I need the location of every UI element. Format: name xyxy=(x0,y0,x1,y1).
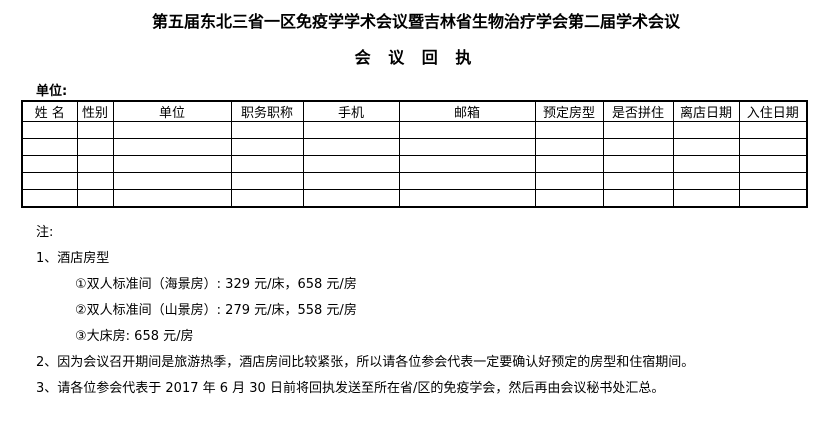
table-cell[interactable] xyxy=(302,189,400,208)
column-header-6: 邮箱 xyxy=(398,100,536,122)
table-cell[interactable] xyxy=(112,121,232,139)
table-cell[interactable] xyxy=(398,172,536,190)
table-cell[interactable] xyxy=(602,121,674,139)
table-row xyxy=(21,189,808,208)
table-cell[interactable] xyxy=(738,172,808,190)
column-header-7: 预定房型 xyxy=(534,100,604,122)
table-cell[interactable] xyxy=(21,121,78,139)
table-cell[interactable] xyxy=(602,189,674,208)
table-cell[interactable] xyxy=(672,121,740,139)
table-cell[interactable] xyxy=(76,155,114,173)
unit-label: 单位: xyxy=(36,84,68,99)
table-cell[interactable] xyxy=(534,121,604,139)
table-cell[interactable] xyxy=(112,155,232,173)
table-cell[interactable] xyxy=(230,189,304,208)
note-items: 1、酒店房型 ①双人标准间（海景房）: 329 元/床，658 元/房 ②双人标准间… xyxy=(36,246,826,402)
table-cell[interactable] xyxy=(230,121,304,139)
table-cell[interactable] xyxy=(534,172,604,190)
column-header-8: 是否拼住 xyxy=(602,100,674,122)
table-cell[interactable] xyxy=(112,189,232,208)
table-cell[interactable] xyxy=(21,172,78,190)
table-cell[interactable] xyxy=(398,155,536,173)
column-header-9: 离店日期 xyxy=(672,100,740,122)
table-cell[interactable] xyxy=(112,138,232,156)
table-cell[interactable] xyxy=(602,155,674,173)
column-header-4: 职务职称 xyxy=(230,100,304,122)
table-cell[interactable] xyxy=(672,189,740,208)
table-cell[interactable] xyxy=(21,155,78,173)
table-cell[interactable] xyxy=(398,189,536,208)
table-cell[interactable] xyxy=(302,155,400,173)
table-cell[interactable] xyxy=(398,121,536,139)
table-cell[interactable] xyxy=(738,138,808,156)
table-cell[interactable] xyxy=(602,138,674,156)
notes-label: 注: xyxy=(36,225,54,240)
reply-table: 姓 名性别 单位 职务职称 手机 邮箱 预定房型 是否拼住 离店日期 入住日期 xyxy=(21,100,808,208)
table-row xyxy=(21,121,808,139)
notes-section: 注: 1、酒店房型 ①双人标准间（海景房）: 329 元/床，658 元/房 ②双人… xyxy=(36,220,826,402)
document-title: 第五届东北三省一区免疫学学术会议暨吉林省生物治疗学会第二届学术会议 xyxy=(151,12,680,31)
table-cell[interactable] xyxy=(230,138,304,156)
table-cell[interactable] xyxy=(534,189,604,208)
table-cell[interactable] xyxy=(302,138,400,156)
table-cell[interactable] xyxy=(76,121,114,139)
table-cell[interactable] xyxy=(672,138,740,156)
column-header-2: 性别 xyxy=(76,100,114,122)
table-cell[interactable] xyxy=(398,138,536,156)
table-cell[interactable] xyxy=(534,155,604,173)
table-cell[interactable] xyxy=(738,121,808,139)
column-header-3: 单位 xyxy=(112,100,232,122)
column-header-1: 姓 名 xyxy=(21,100,78,122)
document-subtitle: 会 议 回 执 xyxy=(354,48,478,67)
table-cell[interactable] xyxy=(230,155,304,173)
table-cell[interactable] xyxy=(76,189,114,208)
note-item: 3、请各位参会代表于 2017 年 6 月 30 日前将回执发送至所在省/区的免… xyxy=(36,381,665,396)
table-cell[interactable] xyxy=(672,155,740,173)
note-item: ①双人标准间（海景房）: 329 元/床，658 元/房 xyxy=(75,277,357,292)
table-cell[interactable] xyxy=(76,172,114,190)
note-item: 1、酒店房型 xyxy=(36,251,110,266)
table-row xyxy=(21,138,808,156)
note-item: ③大床房: 658 元/房 xyxy=(75,329,194,344)
table-cell[interactable] xyxy=(302,121,400,139)
column-header-5: 手机 xyxy=(302,100,400,122)
table-cell[interactable] xyxy=(76,138,114,156)
table-cell[interactable] xyxy=(230,172,304,190)
table-row xyxy=(21,172,808,190)
table-cell[interactable] xyxy=(738,189,808,208)
table-cell[interactable] xyxy=(302,172,400,190)
table-cell[interactable] xyxy=(112,172,232,190)
column-header-10: 入住日期 xyxy=(738,100,808,122)
table-cell[interactable] xyxy=(534,138,604,156)
table-cell[interactable] xyxy=(21,138,78,156)
note-item: ②双人标准间（山景房）: 279 元/床，558 元/房 xyxy=(75,303,357,318)
table-cell[interactable] xyxy=(672,172,740,190)
table-cell[interactable] xyxy=(602,172,674,190)
table-cell[interactable] xyxy=(21,189,78,208)
table-header-row: 姓 名性别 单位 职务职称 手机 邮箱 预定房型 是否拼住 离店日期 入住日期 xyxy=(21,100,808,122)
table-cell[interactable] xyxy=(738,155,808,173)
table-row xyxy=(21,155,808,173)
note-item: 2、因为会议召开期间是旅游热季，酒店房间比较紧张，所以请各位参会代表一定要确认好… xyxy=(36,355,695,370)
